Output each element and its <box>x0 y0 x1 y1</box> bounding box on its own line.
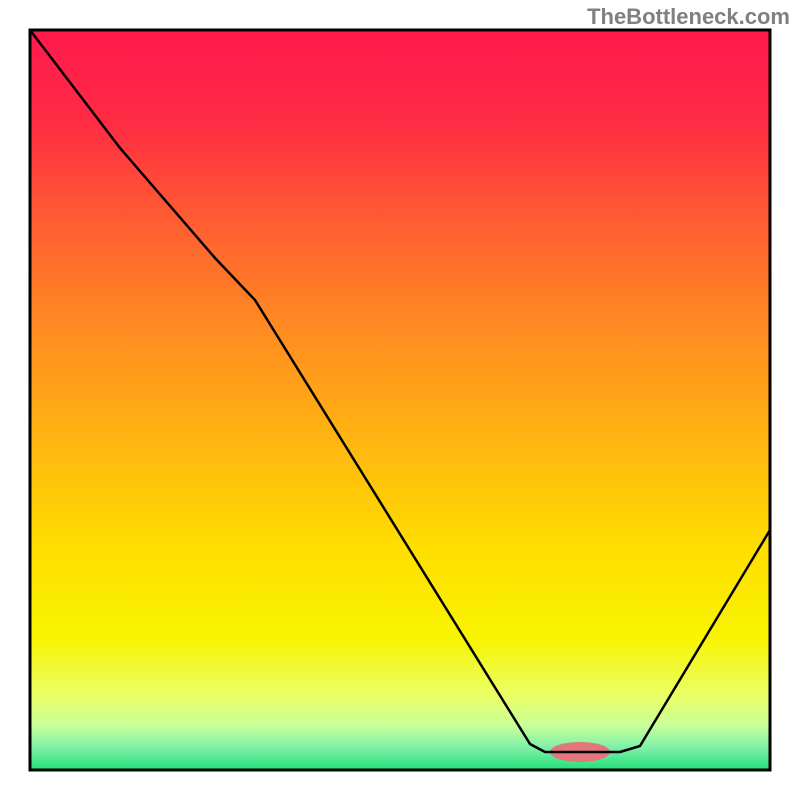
chart-gradient-background <box>30 30 770 770</box>
watermark-text: TheBottleneck.com <box>587 4 790 30</box>
chart-container: TheBottleneck.com <box>0 0 800 800</box>
bottleneck-chart <box>0 0 800 800</box>
